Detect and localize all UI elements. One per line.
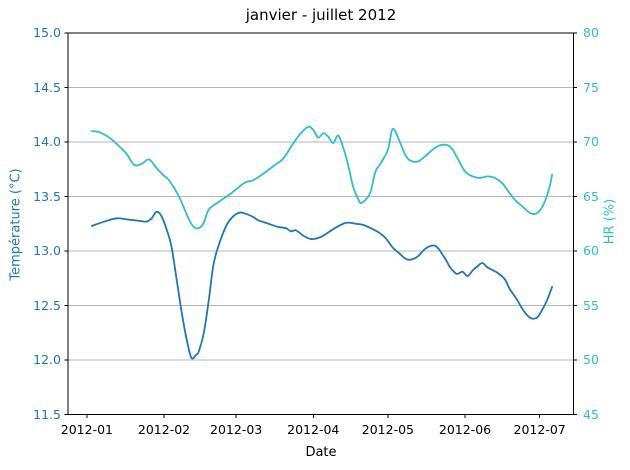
- y-left-tick-label: 12.5: [33, 297, 61, 313]
- series-line-temperature: [90, 210, 554, 360]
- x-tick-label: 2012-06: [438, 422, 492, 437]
- y-right-tick-label: 65: [583, 188, 599, 204]
- x-tick-label: 2012-04: [287, 422, 340, 437]
- tick-marks: [64, 32, 577, 418]
- chart-title: janvier - juillet 2012: [245, 6, 397, 24]
- y-right-tick-label: 50: [583, 352, 599, 367]
- y-right-tick-label: 80: [583, 25, 599, 40]
- x-tick-label: 2012-05: [361, 422, 415, 437]
- y-right-tick-label: 45: [583, 406, 599, 422]
- x-tick-label: 2012-03: [210, 422, 263, 437]
- y-left-tick-label: 14.5: [33, 79, 61, 95]
- y-right-tick-label: 55: [583, 297, 599, 313]
- y-axis-label-temperature: Température (°C): [8, 168, 24, 281]
- series-line-humidity: [90, 125, 554, 230]
- x-tick-label: 2012-01: [60, 422, 114, 437]
- x-axis-label: Date: [305, 445, 337, 460]
- x-tick-label: 2012-07: [513, 422, 566, 437]
- y-right-tick-label: 75: [583, 79, 599, 95]
- series-lines: [90, 125, 554, 360]
- y-left-tick-label: 13.5: [33, 188, 61, 204]
- y-right-tick-label: 60: [583, 243, 599, 258]
- gridlines: [68, 32, 574, 415]
- y-right-tick-label: 70: [583, 134, 599, 149]
- x-tick-label: 2012-02: [137, 422, 191, 437]
- axes-spines: [67, 32, 574, 415]
- y-left-tick-label: 15.0: [33, 25, 61, 40]
- y-left-tick-label: 12.0: [33, 352, 61, 367]
- y-left-tick-label: 13.0: [33, 243, 61, 258]
- y-left-tick-label: 14.0: [33, 134, 61, 149]
- y-left-tick-label: 11.5: [33, 406, 61, 422]
